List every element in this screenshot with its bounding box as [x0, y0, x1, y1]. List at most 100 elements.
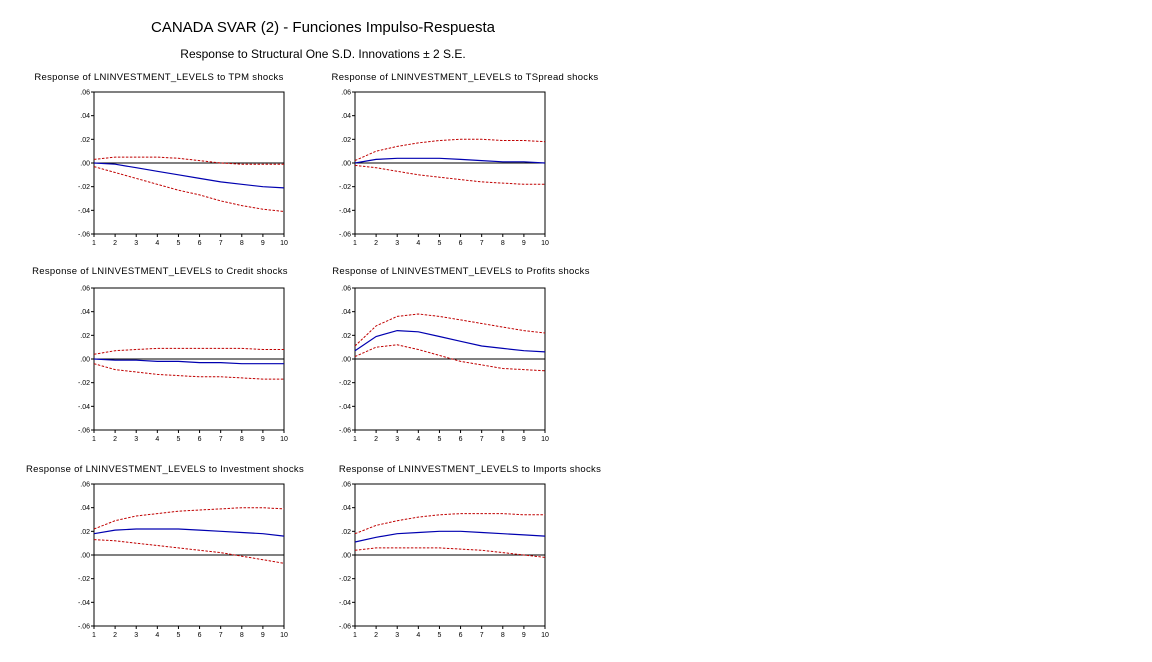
x-tick-label: 1 — [353, 436, 357, 443]
y-tick-label: .00 — [80, 553, 90, 560]
response-line — [354, 329, 546, 353]
y-tick-label: .00 — [341, 161, 351, 168]
chart-title: Response of LNINVESTMENT_LEVELS to TPM s… — [34, 72, 283, 83]
y-tick-label: -.06 — [339, 232, 351, 239]
y-tick-label: -.06 — [78, 428, 90, 435]
page-title: CANADA SVAR (2) - Funciones Impulso-Resp… — [150, 19, 496, 36]
y-tick-label: .06 — [80, 90, 90, 97]
x-tick-label: 6 — [198, 436, 202, 443]
x-tick-label: 9 — [522, 436, 526, 443]
y-tick-label: .04 — [341, 309, 351, 316]
lower-band-line — [354, 344, 546, 372]
x-tick-label: 4 — [155, 436, 159, 443]
y-tick-label: .06 — [80, 286, 90, 293]
x-tick-label: 1 — [353, 632, 357, 639]
x-tick-label: 3 — [395, 240, 399, 247]
x-tick-label: 2 — [374, 632, 378, 639]
x-tick-label: 9 — [261, 632, 265, 639]
y-tick-label: .02 — [341, 333, 351, 340]
y-tick-label: .06 — [341, 482, 351, 489]
response-line — [93, 358, 284, 365]
y-tick-label: .02 — [80, 333, 90, 340]
x-tick-label: 5 — [176, 632, 180, 639]
x-tick-label: 2 — [374, 240, 378, 247]
x-tick-label: 5 — [437, 632, 441, 639]
chart-panel-4: Response of LNINVESTMENT_LEVELS to Profi… — [332, 266, 590, 443]
x-tick-label: 8 — [501, 632, 505, 639]
x-tick-label: 5 — [176, 436, 180, 443]
x-tick-label: 7 — [219, 632, 223, 639]
x-tick-label: 2 — [374, 436, 378, 443]
x-tick-label: 9 — [522, 632, 526, 639]
y-tick-label: .04 — [80, 505, 90, 512]
x-tick-label: 8 — [501, 436, 505, 443]
y-tick-label: .06 — [80, 482, 90, 489]
lower-band-line — [354, 164, 545, 185]
lower-band-line — [354, 547, 546, 558]
y-tick-label: -.06 — [339, 428, 351, 435]
y-tick-label: .02 — [80, 529, 90, 536]
x-tick-label: 8 — [240, 436, 244, 443]
x-tick-label: 4 — [155, 632, 159, 639]
y-tick-label: .04 — [80, 309, 90, 316]
x-tick-label: 9 — [261, 240, 265, 247]
chart-title: Response of LNINVESTMENT_LEVELS to Credi… — [32, 266, 288, 277]
chart-panel-6: Response of LNINVESTMENT_LEVELS to Impor… — [339, 464, 601, 639]
y-tick-label: .02 — [80, 137, 90, 144]
y-tick-label: .04 — [80, 113, 90, 120]
chart-panel-1: Response of LNINVESTMENT_LEVELS to TPM s… — [34, 72, 288, 247]
x-tick-label: 10 — [280, 632, 288, 639]
x-tick-label: 1 — [92, 436, 96, 443]
y-tick-label: -.02 — [78, 576, 90, 583]
y-tick-label: -.02 — [339, 184, 351, 191]
y-tick-label: -.04 — [339, 600, 351, 607]
lower-band-line — [93, 539, 285, 564]
x-tick-label: 10 — [541, 632, 549, 639]
x-tick-label: 8 — [240, 240, 244, 247]
chart-title: Response of LNINVESTMENT_LEVELS to Inves… — [26, 464, 304, 475]
chart-panel-2: Response of LNINVESTMENT_LEVELS to TSpre… — [332, 72, 599, 247]
y-tick-label: -.06 — [78, 624, 90, 631]
y-tick-label: .04 — [341, 113, 351, 120]
y-tick-label: .02 — [341, 529, 351, 536]
x-tick-label: 7 — [219, 436, 223, 443]
lower-band-line — [93, 363, 284, 380]
x-tick-label: 3 — [395, 632, 399, 639]
x-tick-label: 4 — [155, 240, 159, 247]
chart-panel-3: Response of LNINVESTMENT_LEVELS to Credi… — [32, 266, 288, 443]
x-tick-label: 1 — [92, 240, 96, 247]
x-tick-label: 5 — [176, 240, 180, 247]
response-line — [93, 528, 285, 537]
y-tick-label: -.06 — [339, 624, 351, 631]
y-tick-label: .00 — [341, 553, 351, 560]
x-tick-label: 7 — [480, 436, 484, 443]
x-tick-label: 5 — [437, 436, 441, 443]
y-tick-label: .06 — [341, 286, 351, 293]
y-tick-label: .00 — [80, 357, 90, 364]
y-tick-label: -.02 — [339, 380, 351, 387]
x-tick-label: 6 — [459, 436, 463, 443]
y-tick-label: .00 — [341, 357, 351, 364]
y-tick-label: -.02 — [78, 184, 90, 191]
x-tick-label: 10 — [541, 240, 549, 247]
page-subtitle: Response to Structural One S.D. Innovati… — [180, 47, 466, 61]
y-tick-label: -.04 — [78, 208, 90, 215]
upper-band-line — [93, 347, 284, 355]
chart-title: Response of LNINVESTMENT_LEVELS to Profi… — [332, 266, 590, 277]
response-line — [354, 157, 546, 164]
x-tick-label: 7 — [480, 240, 484, 247]
chart-panel-5: Response of LNINVESTMENT_LEVELS to Inves… — [26, 464, 304, 639]
x-tick-label: 1 — [92, 632, 96, 639]
y-tick-label: -.04 — [78, 404, 90, 411]
x-tick-label: 3 — [134, 240, 138, 247]
y-tick-label: -.06 — [78, 232, 90, 239]
upper-band-line — [354, 313, 546, 347]
x-tick-label: 3 — [134, 632, 138, 639]
x-tick-label: 8 — [501, 240, 505, 247]
response-line — [93, 162, 285, 189]
lower-band-line — [93, 166, 285, 212]
y-tick-label: .04 — [341, 505, 351, 512]
y-tick-label: .02 — [341, 137, 351, 144]
upper-band-line — [354, 138, 546, 162]
